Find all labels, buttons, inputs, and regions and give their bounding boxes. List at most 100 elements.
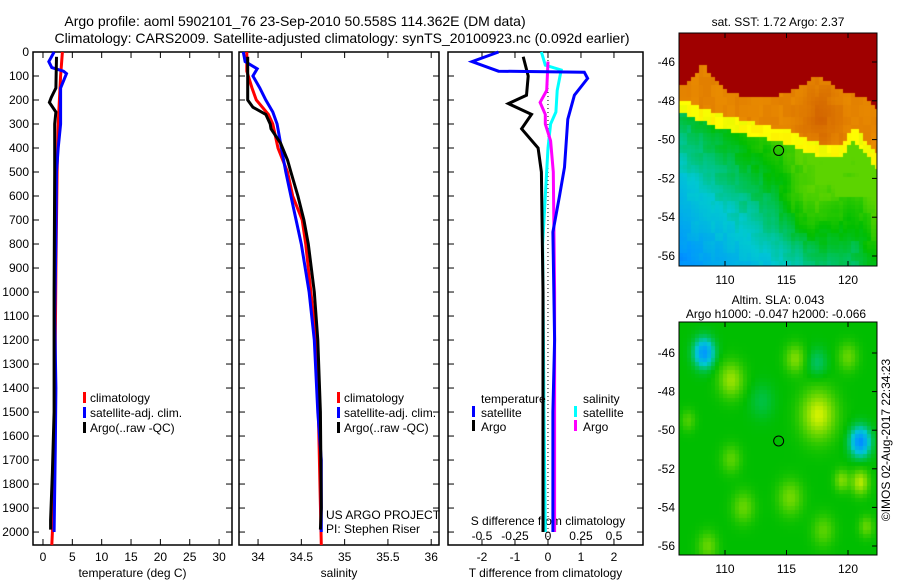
map-lat-label: -46 [658,346,676,360]
y-tick-label: 1400 [2,381,29,395]
x-tick-label: 0 [545,550,552,564]
legend-swatch [83,422,86,433]
y-tick-label: 1600 [2,429,29,443]
map-lat-label: -54 [658,500,676,514]
sst-map-title: sat. SST: 1.72 Argo: 2.37 [712,15,845,29]
x-tick-label: 34 [251,550,265,564]
y-tick-label: 300 [9,117,29,131]
s-tick-label: 0 [545,529,552,543]
map-lon-label: 115 [777,562,796,576]
map-lon-label: 110 [715,273,734,287]
profile-line-satellite-adj-clim- [241,51,323,532]
legend-swatch [472,420,475,431]
legend-group-title: salinity [583,392,620,406]
y-tick-label: 900 [9,261,29,275]
s-tick-label: -0.25 [501,529,529,543]
legend-swatch [337,392,340,403]
profile-line-satellite-adj-clim- [47,51,69,533]
y-tick-label: 1700 [2,453,29,467]
y-tick-label: 200 [9,93,29,107]
x-tick-label: 30 [212,550,226,564]
map-lat-label: -50 [658,423,676,437]
x-tick-label: 25 [183,550,197,564]
legend-swatch [574,406,577,417]
x-tick-label: 2 [611,550,618,564]
x-axis-label: salinity [321,566,358,580]
s-tick-label: 0.25 [569,529,593,543]
panel-frame-1 [32,51,233,546]
map-lon-label: 110 [715,562,734,576]
sla-map-subtitle: Argo h1000: -0.047 h2000: -0.066 [686,307,866,321]
map-lat-label: -56 [658,249,676,263]
y-tick-label: 100 [9,69,29,83]
x-tick-label: 20 [154,550,168,564]
map-lat-label: -46 [658,55,676,69]
s-tick-label: -0.5 [472,529,493,543]
legend-swatch [574,420,577,431]
map-frame [678,321,878,556]
y-tick-label: 500 [9,165,29,179]
x-tick-label: 15 [124,550,138,564]
s-tick-label: 0.5 [606,529,623,543]
x-tick-label: 34.5 [290,550,314,564]
legend-label: Argo [481,420,507,434]
s-axis-label: S difference from climatology [471,514,626,528]
legend-label: Argo(..raw -QC) [90,421,175,435]
sla-map-canvas [679,322,877,555]
sla-map-title: Altim. SLA: 0.043 [732,293,825,307]
legend-swatch [83,392,86,403]
panel-frame-2 [238,51,440,546]
legend-label: Argo(..raw -QC) [344,421,429,435]
legend-label: satellite [583,406,624,420]
y-tick-label: 400 [9,141,29,155]
map-lat-label: -54 [658,210,676,224]
sst-map-canvas [679,33,877,266]
argo-location-marker [773,144,785,156]
project-label: US ARGO PROJECT [326,508,441,522]
x-tick-label: 36 [425,550,439,564]
x-tick-label: -1 [510,550,521,564]
argo-location-marker [773,435,785,447]
y-tick-label: 700 [9,213,29,227]
y-tick-label: 1900 [2,501,29,515]
x-axis-label: temperature (deg C) [78,566,186,580]
map-lat-label: -52 [658,171,676,185]
y-tick-label: 600 [9,189,29,203]
title-line-2: Climatology: CARS2009. Satellite-adjuste… [54,30,629,46]
map-lon-label: 115 [777,273,796,287]
map-lon-label: 120 [838,562,858,576]
map-lat-label: -50 [658,133,676,147]
x-tick-label: 10 [95,550,109,564]
title-line-1: Argo profile: aoml 5902101_76 23-Sep-201… [64,13,525,29]
x-axis-label: T difference from climatology [469,566,623,580]
x-tick-label: 35.5 [376,550,400,564]
y-tick-label: 0 [22,45,29,59]
x-tick-label: 5 [69,550,76,564]
legend-label: satellite-adj. clim. [90,406,182,420]
map-lat-label: -52 [658,462,676,476]
legend-swatch [337,422,340,433]
panel-frame-3 [447,51,644,546]
y-tick-label: 1000 [2,285,29,299]
imos-stamp: ©IMOS 02-Aug-2017 22:34:23 [879,359,893,522]
profile-line-climatology [245,52,323,546]
profile-line-temperature-argo [504,56,545,532]
legend-label: Argo [583,420,609,434]
x-tick-label: 35 [338,550,352,564]
map-frame [678,32,878,267]
y-tick-label: 1500 [2,405,29,419]
profile-line-argo-raw-qc- [246,56,323,530]
legend-group-title: temperature [481,392,546,406]
x-tick-label: 1 [578,550,585,564]
legend-label: climatology [344,391,404,405]
profile-line-temperature-satellite [467,50,590,532]
y-tick-label: 1100 [3,309,29,323]
profile-line-argo-raw-qc- [47,56,58,530]
map-lat-label: -48 [658,385,676,399]
legend-label: satellite [481,406,522,420]
legend-swatch [83,407,86,418]
y-tick-label: 1300 [2,357,29,371]
x-tick-label: 0 [40,550,47,564]
